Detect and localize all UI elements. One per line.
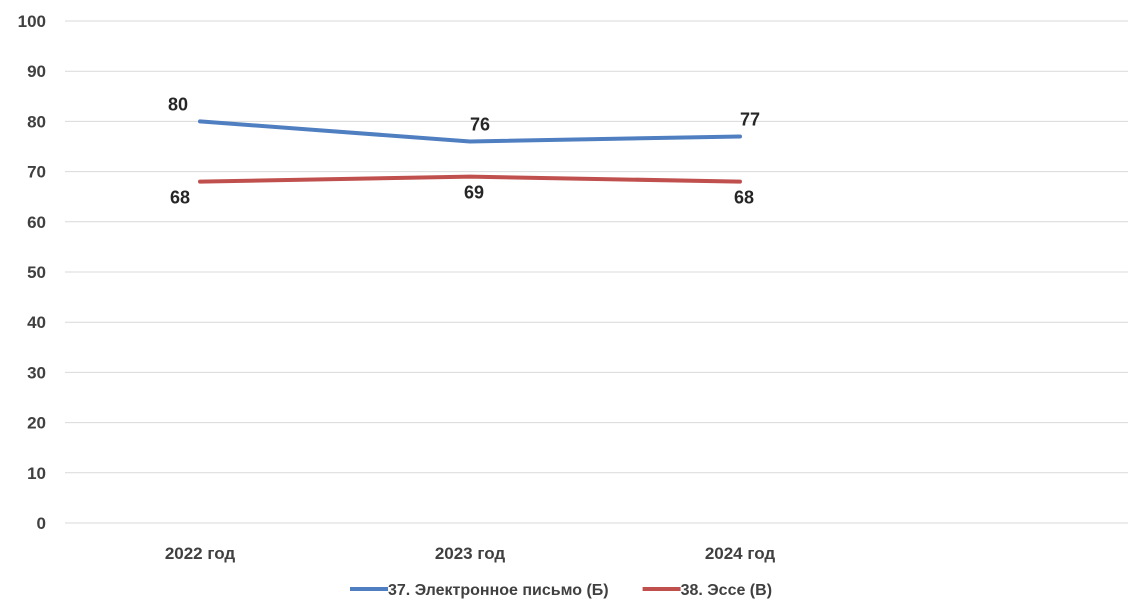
- legend-label-1: 37. Электронное письмо (Б): [388, 582, 609, 599]
- y-tick-label-90: 90: [27, 62, 46, 81]
- y-tick-label-60: 60: [27, 213, 46, 232]
- y-tick-label-10: 10: [27, 464, 46, 483]
- data-label: 77: [740, 109, 760, 129]
- y-tick-label-50: 50: [27, 263, 46, 282]
- x-axis-tick-labels: 2022 год 2023 год 2024 год: [165, 544, 776, 563]
- data-label: 76: [470, 114, 490, 134]
- data-labels: 80 76 77 68 69 68: [168, 94, 760, 207]
- series-line-2: [198, 174, 742, 184]
- data-label: 68: [734, 188, 754, 208]
- legend-label-2: 38. Эссе (В): [681, 582, 772, 599]
- y-tick-label-20: 20: [27, 414, 46, 433]
- y-tick-label-80: 80: [27, 112, 46, 131]
- y-tick-label-30: 30: [27, 363, 46, 382]
- data-label: 69: [464, 183, 484, 203]
- x-tick-label: 2023 год: [435, 544, 506, 563]
- data-label: 68: [170, 188, 190, 208]
- y-tick-label-0: 0: [37, 514, 46, 533]
- y-tick-label-40: 40: [27, 313, 46, 332]
- data-label: 80: [168, 94, 188, 114]
- y-tick-label-70: 70: [27, 163, 46, 182]
- x-tick-label: 2022 год: [165, 544, 236, 563]
- grid-lines: [65, 20, 1128, 524]
- series-line-1: [198, 119, 742, 144]
- y-axis-tick-labels: 0 10 20 30 40 50 60 70 80 90 100: [18, 12, 46, 533]
- series-lines: [198, 119, 742, 184]
- y-tick-label-100: 100: [18, 12, 46, 31]
- legend: 37. Электронное письмо (Б) 38. Эссе (В): [350, 582, 772, 599]
- x-tick-label: 2024 год: [705, 544, 776, 563]
